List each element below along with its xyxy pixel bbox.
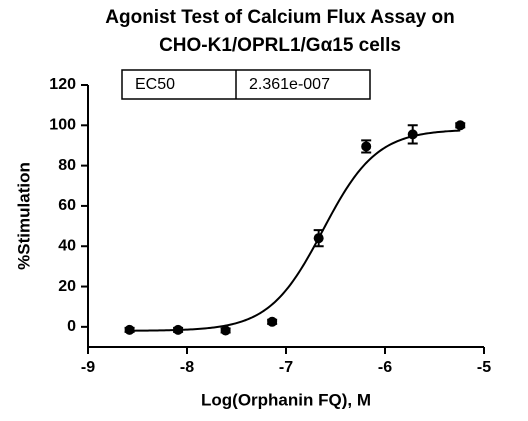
data-point — [124, 324, 135, 335]
x-tick-label: -8 — [180, 359, 194, 376]
data-point — [455, 120, 466, 131]
y-tick-label: 20 — [58, 278, 76, 295]
data-point — [361, 141, 372, 152]
y-tick-label: 80 — [58, 157, 76, 174]
x-tick-label: -7 — [279, 359, 293, 376]
chart-title: CHO-K1/OPRL1/Gα15 cells — [159, 35, 401, 56]
chart-title: Agonist Test of Calcium Flux Assay on — [105, 7, 454, 28]
y-tick-label: 60 — [58, 197, 76, 214]
y-tick-label: 0 — [67, 318, 76, 335]
y-tick-label: 100 — [49, 117, 76, 134]
x-tick-label: -5 — [477, 359, 491, 376]
y-tick-label: 40 — [58, 237, 76, 254]
x-axis-label: Log(Orphanin FQ), M — [201, 390, 371, 409]
x-tick-label: -6 — [378, 359, 392, 376]
data-point — [407, 129, 418, 140]
fit-curve — [129, 129, 461, 332]
ec50-label: EC50 — [135, 76, 175, 93]
ec50-value: 2.361e-007 — [249, 76, 330, 93]
y-axis-label: %Stimulation — [14, 162, 33, 270]
data-point — [220, 325, 231, 336]
x-tick-label: -9 — [81, 359, 95, 376]
data-point — [267, 316, 278, 327]
y-tick-label: 120 — [49, 76, 76, 93]
data-point — [173, 324, 184, 335]
ec50-box — [121, 69, 371, 100]
data-point — [313, 233, 324, 244]
